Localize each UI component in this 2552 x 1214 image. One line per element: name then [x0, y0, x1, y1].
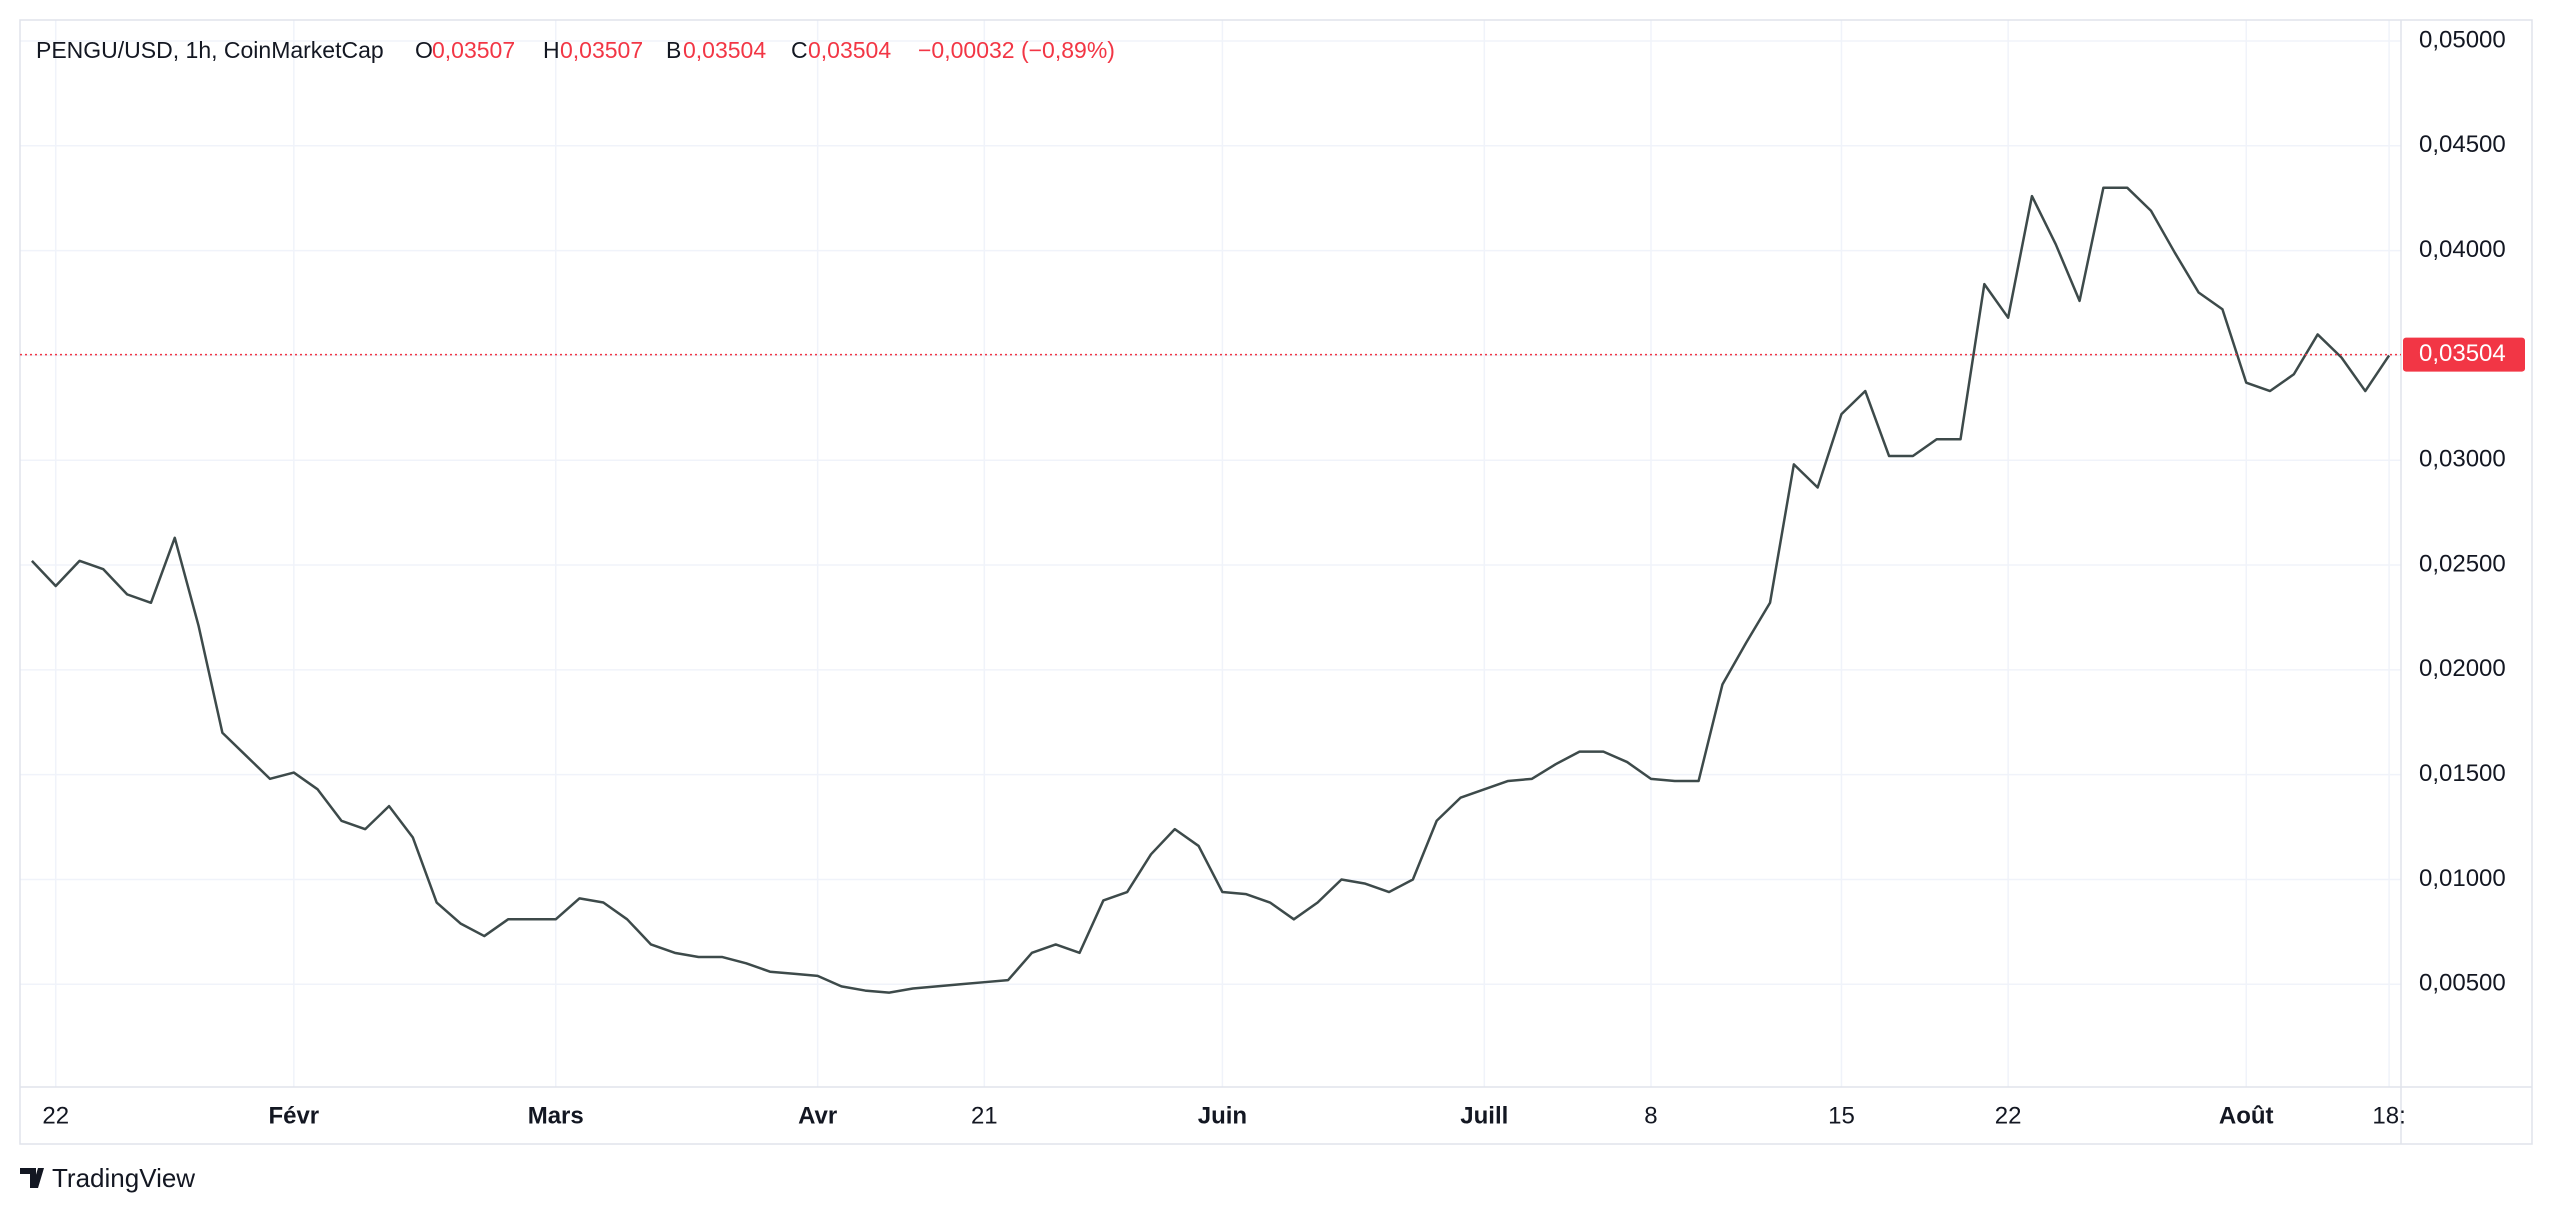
y-tick-label: 0,01000 [2419, 865, 2506, 892]
y-tick-label: 0,04000 [2419, 236, 2506, 263]
x-tick-label: Juill [1460, 1102, 1508, 1129]
x-tick-label: Avr [798, 1102, 837, 1129]
ohlc-value: 0,03507 [432, 37, 515, 63]
y-tick-label: 0,05000 [2419, 26, 2506, 53]
x-tick-label: 21 [971, 1102, 998, 1129]
plot-area [20, 20, 2401, 1087]
ohlc-key: C [791, 37, 808, 63]
ohlc-key: O [415, 37, 433, 63]
x-tick-label: Juin [1198, 1102, 1247, 1129]
ohlc-key: H [543, 37, 560, 63]
x-tick-label: Août [2219, 1102, 2274, 1129]
change: −0,00032 (−0,89%) [918, 37, 1115, 63]
last-price-box [2403, 337, 2525, 372]
footer-brand: TradingView [52, 1163, 195, 1193]
x-tick-label: 8 [1644, 1102, 1657, 1129]
ohlc-value: 0,03504 [683, 37, 766, 63]
y-tick-label: 0,02500 [2419, 550, 2506, 577]
x-tick-label: 22 [1995, 1102, 2022, 1129]
y-tick-label: 0,00500 [2419, 970, 2506, 997]
x-tick-label: 22 [42, 1102, 69, 1129]
y-tick-label: 0,04500 [2419, 131, 2506, 158]
x-tick-label: Mars [528, 1102, 584, 1129]
x-tick-label: 18: [2372, 1102, 2405, 1129]
ohlc-key: B [666, 37, 681, 63]
last-price-label: 0,03504 [2419, 340, 2506, 367]
x-tick-label: Févr [268, 1102, 319, 1129]
x-tick-label: 15 [1828, 1102, 1855, 1129]
y-tick-label: 0,02000 [2419, 655, 2506, 682]
ohlc-value: 0,03507 [560, 37, 643, 63]
frame [19, 19, 2533, 1145]
chart-title: PENGU/USD, 1h, CoinMarketCap [36, 37, 384, 63]
y-tick-label: 0,03000 [2419, 446, 2506, 473]
y-tick-label: 0,01500 [2419, 760, 2506, 787]
price-line [30, 186, 2391, 994]
logo [20, 1168, 44, 1188]
ohlc-value: 0,03504 [808, 37, 891, 63]
